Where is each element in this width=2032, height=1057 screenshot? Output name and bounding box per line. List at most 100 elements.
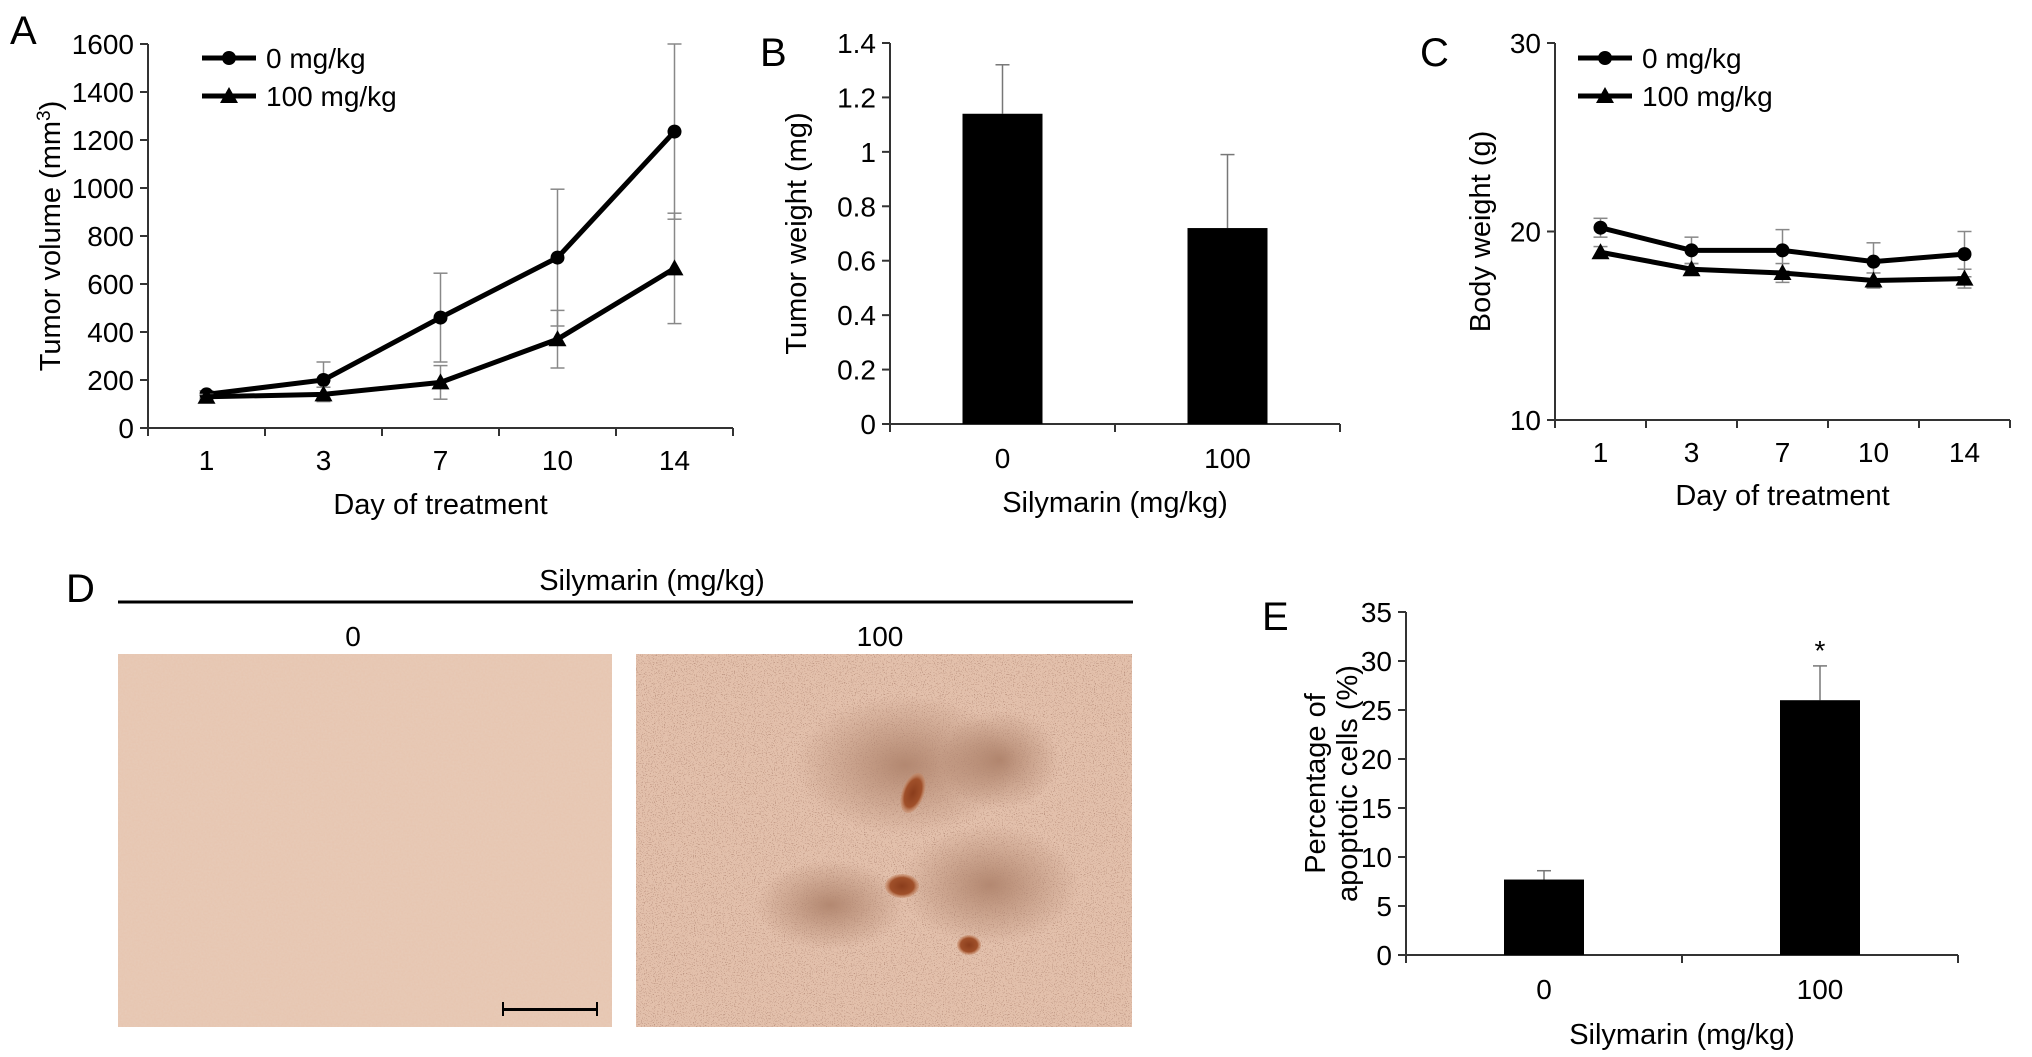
y-tick-label: 30: [1361, 646, 1392, 677]
stained-region: [900, 772, 926, 814]
x-tick-label: 14: [1949, 437, 1980, 468]
x-tick-label: 0: [1536, 974, 1552, 1005]
x-tick-label: 1: [1593, 437, 1609, 468]
panel-letter-a: A: [10, 9, 37, 53]
y-tick-label: 1400: [72, 77, 134, 108]
bar: [962, 113, 1043, 424]
y-tick-label: 10: [1510, 405, 1541, 436]
x-tick-label: 100: [1204, 443, 1251, 474]
data-point: [550, 250, 565, 265]
legend-label: 100 mg/kg: [266, 81, 397, 112]
y-tick-label: 20: [1361, 744, 1392, 775]
y-axis-title: Percentage of: [1300, 692, 1332, 874]
data-point: [1955, 269, 1974, 286]
y-tick-label: 15: [1361, 793, 1392, 824]
x-tick-label: 3: [316, 445, 332, 476]
data-point: [431, 373, 450, 390]
data-point: [314, 385, 333, 402]
x-tick-label: 100: [1797, 974, 1844, 1005]
data-point: [1682, 260, 1701, 277]
micrograph-control: [118, 654, 612, 1027]
y-tick-label: 1000: [72, 173, 134, 204]
x-tick-label: 1: [199, 445, 215, 476]
y-tick-label: 0.4: [837, 300, 876, 331]
y-tick-label: 20: [1510, 217, 1541, 248]
y-tick-label: 0: [1376, 940, 1392, 971]
legend-marker: [1596, 87, 1614, 103]
x-tick-label: 0: [995, 443, 1011, 474]
y-tick-label: 30: [1510, 28, 1541, 59]
y-tick-label: 1: [860, 137, 876, 168]
stained-region: [957, 935, 981, 955]
legend-marker: [220, 87, 238, 103]
significance-marker: *: [1815, 635, 1826, 666]
y-tick-label: 1200: [72, 125, 134, 156]
y-tick-label: 1.2: [837, 82, 876, 113]
scale-bar: [502, 1008, 598, 1011]
x-axis-title: Silymarin (mg/kg): [1002, 487, 1228, 519]
data-point: [433, 310, 448, 325]
legend-label: 100 mg/kg: [1642, 81, 1773, 112]
y-tick-label: 600: [87, 269, 134, 300]
y-tick-label: 0.8: [837, 191, 876, 222]
y-axis-title: Body weight (g): [1465, 131, 1497, 333]
bar: [1780, 700, 1860, 955]
y-tick-label: 0: [860, 409, 876, 440]
chart-tumor-volume: 0 200 400 600 800 1000 1200 1400 1600 1 3 7 10 14 Day …: [34, 29, 734, 521]
panel-letter-d: D: [66, 567, 95, 611]
y-tick-label: 10: [1361, 842, 1392, 873]
legend-marker: [1598, 51, 1612, 65]
y-tick-label: 0.6: [837, 246, 876, 277]
y-tick-label: 0: [118, 413, 134, 444]
panel-letter-e: E: [1262, 595, 1289, 639]
y-axis-title: Tumor volume (mm3): [34, 101, 67, 372]
micrograph-treated: [636, 654, 1132, 1027]
data-point: [1773, 263, 1792, 280]
x-axis-title: Day of treatment: [333, 489, 547, 521]
data-point: [1957, 247, 1972, 262]
data-point: [1864, 271, 1883, 288]
data-point: [1866, 254, 1881, 269]
x-axis-title: Day of treatment: [1675, 480, 1889, 512]
micrograph-label-0: 0: [345, 621, 361, 652]
x-tick-label: 3: [1684, 437, 1700, 468]
data-point: [316, 373, 331, 387]
y-tick-label: 800: [87, 221, 134, 252]
y-tick-label: 200: [87, 365, 134, 396]
data-point: [197, 387, 216, 404]
legend-label: 0 mg/kg: [1642, 43, 1742, 74]
y-tick-label: 1600: [72, 29, 134, 60]
bar: [1504, 879, 1584, 955]
legend-label: 0 mg/kg: [266, 43, 366, 74]
data-point: [1775, 243, 1790, 258]
panel-letter-c: C: [1420, 31, 1449, 75]
x-tick-label: 7: [1775, 437, 1791, 468]
data-point: [1593, 220, 1608, 235]
legend-marker: [222, 51, 236, 65]
micrograph-label-100: 100: [857, 621, 904, 652]
x-tick-label: 10: [542, 445, 573, 476]
data-point: [548, 330, 567, 347]
x-tick-label: 10: [1858, 437, 1889, 468]
panel-d: Silymarin (mg/kg) 0 100: [118, 565, 1133, 1027]
data-point: [665, 259, 684, 276]
y-axis-title: apoptotic cells (%): [1332, 665, 1364, 902]
y-tick-label: 25: [1361, 695, 1392, 726]
y-tick-label: 1.4: [837, 28, 876, 59]
chart-body-weight: 10 20 30 1 3 7 10 14 Day of treatment Body weight…: [1465, 28, 2011, 512]
bar: [1187, 228, 1268, 424]
x-tick-label: 14: [659, 445, 690, 476]
data-point: [1591, 243, 1610, 260]
x-tick-label: 7: [433, 445, 449, 476]
panel-letter-b: B: [760, 31, 787, 75]
chart-tumor-weight: 0 0.2 0.4 0.6 0.8 1 1.2 1.4 0 100 Silymarin (mg/kg…: [781, 28, 1341, 519]
data-point: [1684, 243, 1699, 258]
panel-d-header: Silymarin (mg/kg): [539, 565, 765, 597]
stained-region: [885, 874, 919, 898]
y-tick-label: 0.2: [837, 355, 876, 386]
data-point: [667, 124, 682, 139]
y-tick-label: 400: [87, 317, 134, 348]
y-tick-label: 35: [1361, 597, 1392, 628]
